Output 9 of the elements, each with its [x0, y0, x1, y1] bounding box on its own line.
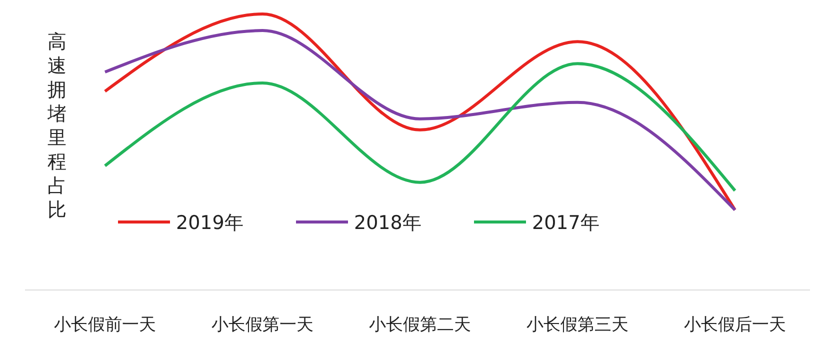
y-axis-title: 高速拥堵里程占比 — [46, 31, 66, 221]
legend-label: 2019年 — [176, 212, 244, 234]
legend-label: 2018年 — [354, 212, 422, 234]
x-tick-label: 小长假第三天 — [526, 315, 628, 335]
x-tick-label: 小长假前一天 — [54, 315, 156, 335]
legend-label: 2017年 — [532, 212, 600, 234]
x-tick-label: 小长假第二天 — [369, 315, 471, 335]
x-tick-label: 小长假后一天 — [684, 315, 786, 335]
x-tick-label: 小长假第一天 — [212, 315, 314, 335]
